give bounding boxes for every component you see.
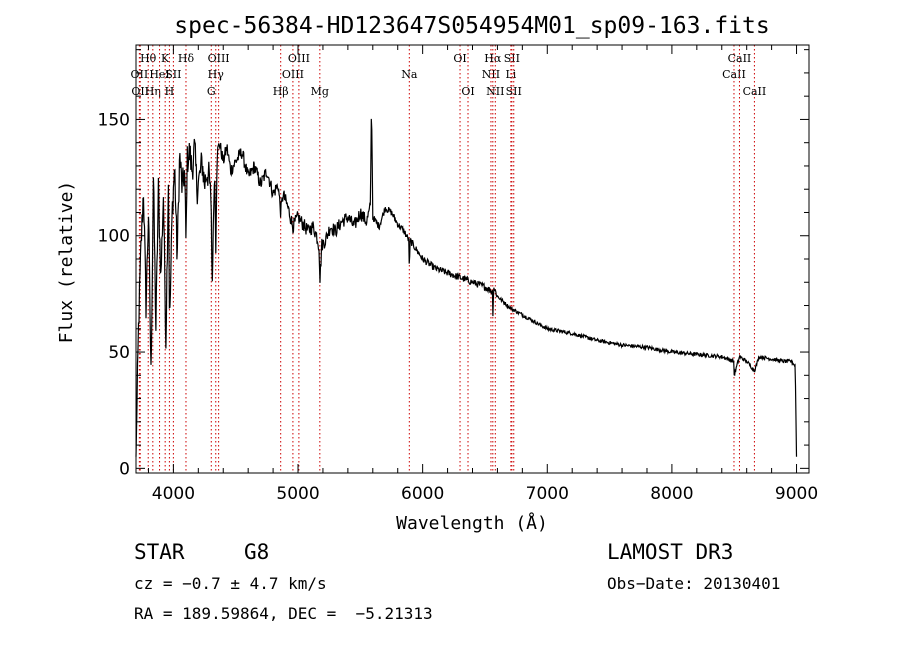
spectral-line-label: OI — [453, 52, 466, 65]
spectral-line-label: OIII — [208, 52, 230, 65]
spectral-line-label: OII — [131, 68, 149, 81]
object-class: STAR — [134, 540, 185, 564]
spectral-line-label: OI — [461, 85, 474, 98]
x-tick-label: 8000 — [650, 484, 693, 504]
x-tick-label: 5000 — [276, 484, 319, 504]
x-tick-label: 6000 — [401, 484, 444, 504]
y-tick-label: 0 — [119, 459, 130, 479]
coordinates: RA = 189.59864, DEC = −5.21313 — [134, 604, 433, 623]
x-axis-label: Wavelength (Å) — [396, 512, 548, 534]
spectral-line-label: SII — [165, 68, 181, 81]
observation-date: Obs−Date: 20130401 — [607, 574, 781, 593]
y-axis-label: Flux (relative) — [56, 181, 77, 344]
x-tick-label: 4000 — [152, 484, 195, 504]
spectral-line-label: G — [207, 85, 216, 98]
spectral-line-label: Na — [401, 68, 418, 81]
spectral-lines-layer: OIIOIIHθHηHeIKHSIIHδGHγOIIIHβOIIIOIIIMgN… — [131, 45, 767, 473]
survey-name: LAMOST DR3 — [607, 540, 734, 564]
spectral-line-label: OIII — [288, 52, 310, 65]
spectral-line-label: Hη — [145, 85, 161, 98]
spectral-line-label: CaII — [728, 52, 752, 65]
spectral-line-label: SII — [504, 52, 520, 65]
spectral-line-label: SII — [506, 85, 522, 98]
spectral-line-label: CaII — [722, 68, 746, 81]
flux-series-line — [135, 118, 798, 457]
axis-ticks: 4000 5000 6000 7000 8000 9000 0 50 100 150 — [98, 45, 818, 504]
plot-frame — [135, 44, 810, 474]
spectral-line-label: Hθ — [140, 52, 157, 65]
y-tick-label: 50 — [108, 343, 130, 363]
spectral-line-label: K — [161, 52, 170, 65]
spectral-line-label: OIII — [282, 68, 304, 81]
x-tick-label: 7000 — [526, 484, 569, 504]
spectral-line-label: NII — [482, 68, 500, 81]
spectral-line-label: Hγ — [208, 68, 225, 81]
spectral-line-label: H — [165, 85, 175, 98]
y-tick-label: 100 — [98, 227, 130, 247]
chart-title: spec-56384-HD123647S054954M01_sp09-163.f… — [174, 13, 769, 39]
spectral-line-label: NII — [486, 85, 504, 98]
y-tick-label: 150 — [98, 110, 130, 130]
spectral-line-label: CaII — [743, 85, 767, 98]
redshift-value: cz = −0.7 ± 4.7 km/s — [134, 574, 327, 593]
spectral-line-label: Mg — [311, 85, 329, 98]
spectral-line-label: Hα — [484, 52, 502, 65]
spectral-line-label: Hδ — [178, 52, 195, 65]
spectral-line-label: Hβ — [273, 85, 289, 98]
object-subclass: G8 — [244, 540, 270, 564]
spectral-line-label: Li — [505, 68, 516, 81]
spectrum-chart: spec-56384-HD123647S054954M01_sp09-163.f… — [56, 13, 818, 534]
x-tick-label: 9000 — [775, 484, 818, 504]
